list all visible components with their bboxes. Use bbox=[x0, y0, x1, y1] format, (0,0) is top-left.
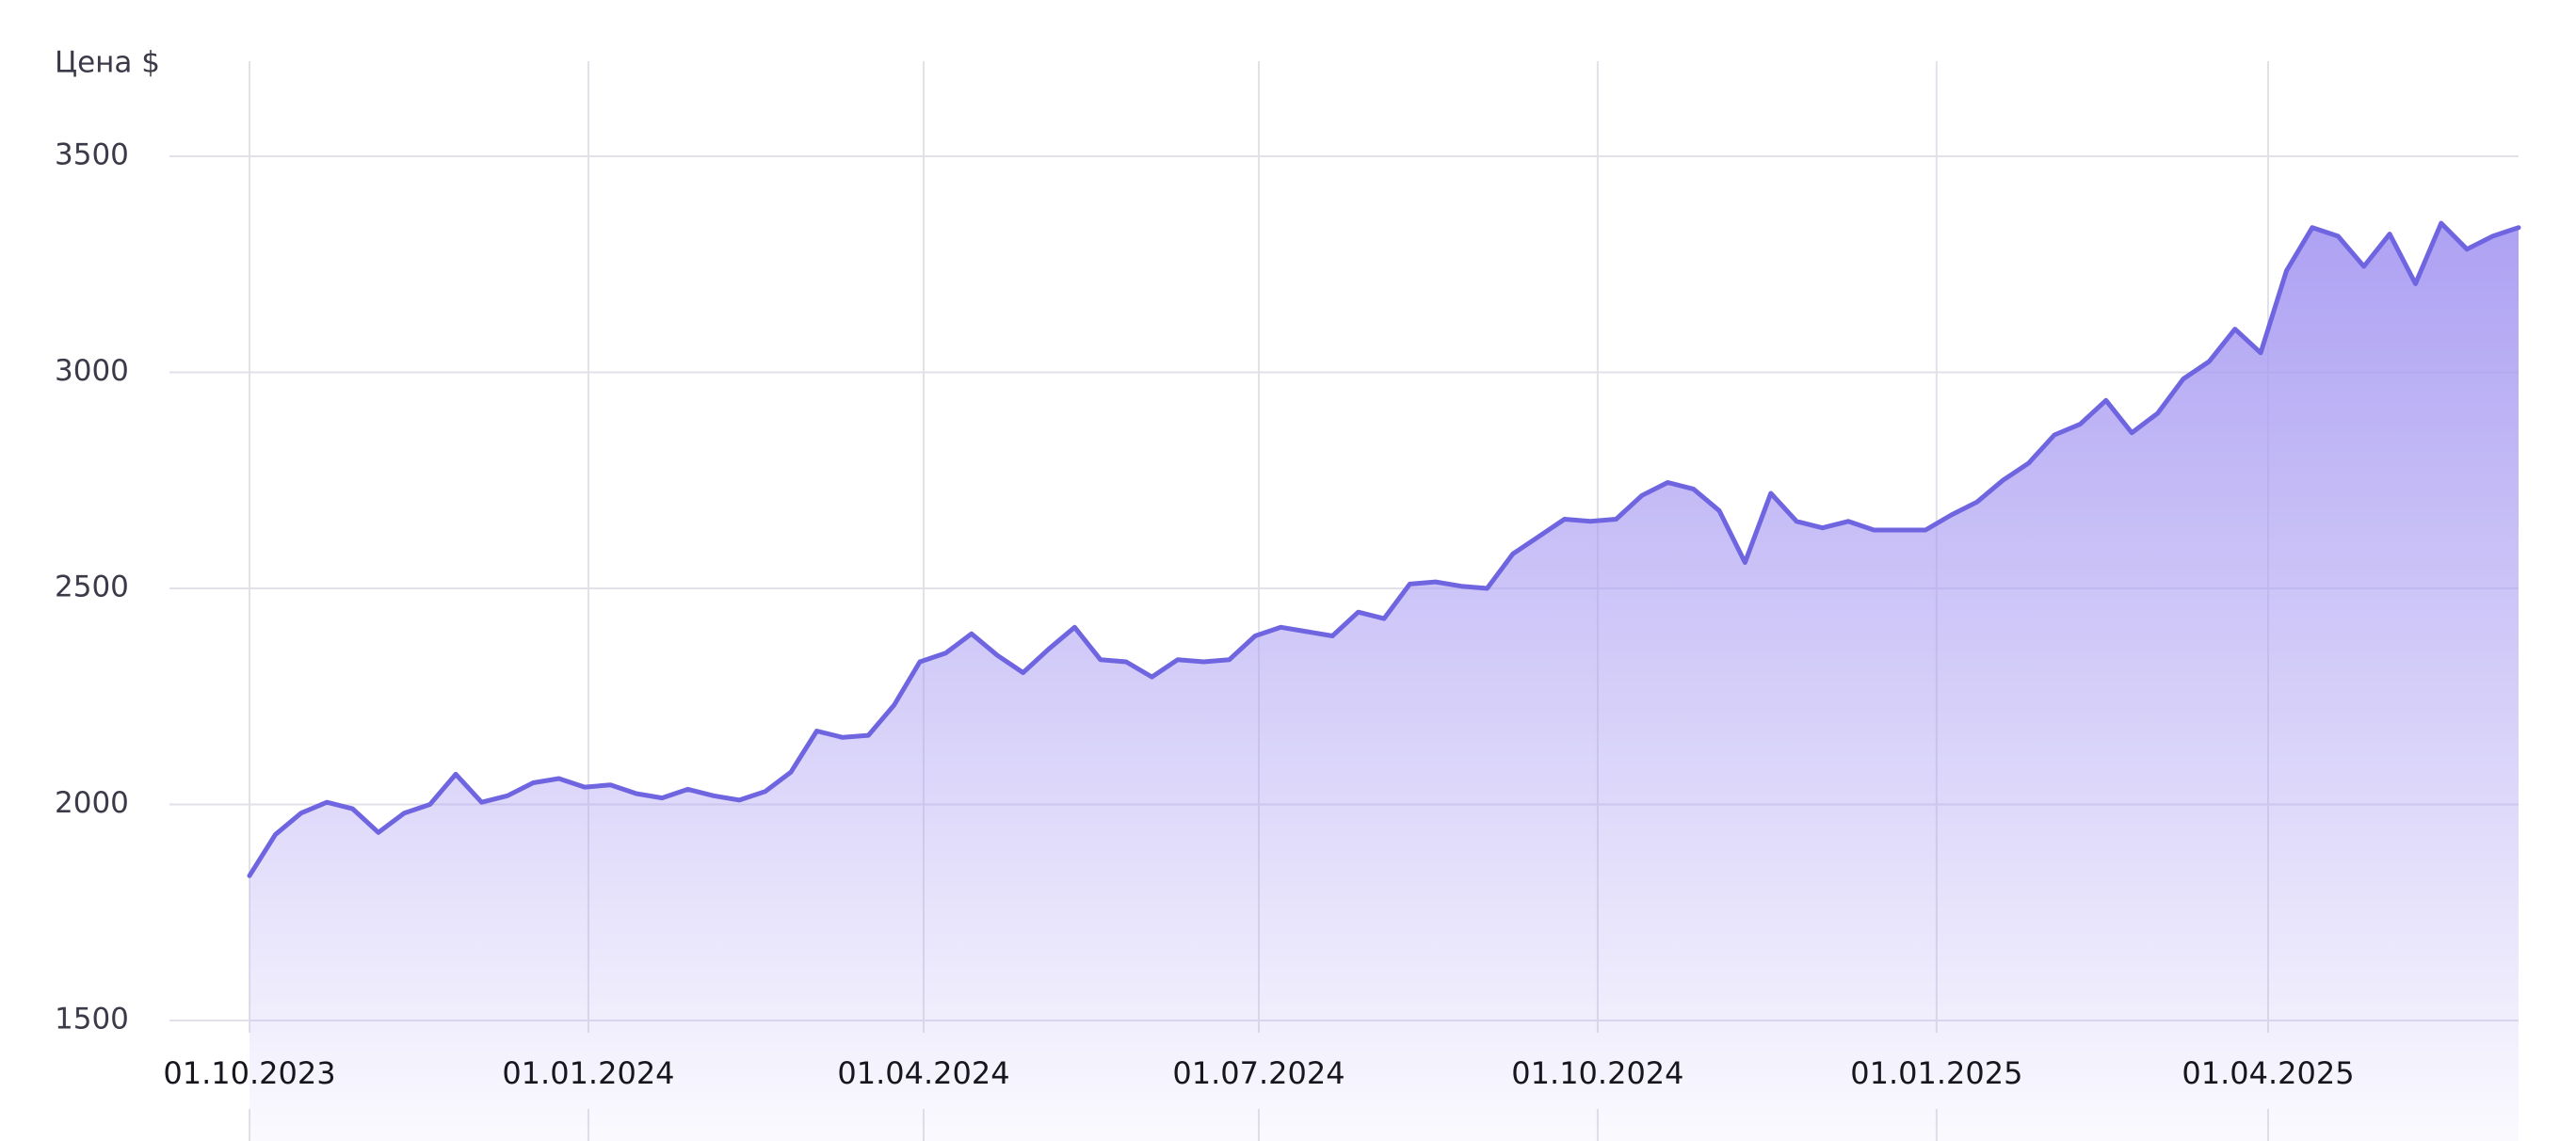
x-tick-label: 01.01.2024 bbox=[502, 1055, 674, 1091]
plot bbox=[247, 220, 2521, 1141]
x-tick-label: 01.01.2025 bbox=[1850, 1055, 2022, 1091]
x-tick-label: 01.10.2023 bbox=[163, 1055, 335, 1091]
y-tick-label: 2500 bbox=[55, 570, 129, 603]
x-tick-label: 01.07.2024 bbox=[1172, 1055, 1344, 1091]
area-fill bbox=[250, 223, 2519, 1141]
x-tick-label: 01.10.2024 bbox=[1511, 1055, 1683, 1091]
x-tick-label: 01.04.2024 bbox=[837, 1055, 1009, 1091]
y-tick-label: 3500 bbox=[55, 137, 129, 171]
line bbox=[247, 220, 2521, 878]
y-tick-label: 3000 bbox=[55, 354, 129, 388]
y-tick-label: 1500 bbox=[55, 1003, 129, 1037]
y-axis-label: Цена $ bbox=[55, 46, 160, 80]
x-tick-label: 01.04.2025 bbox=[2182, 1055, 2354, 1091]
y-tick-label: 2000 bbox=[55, 786, 129, 820]
